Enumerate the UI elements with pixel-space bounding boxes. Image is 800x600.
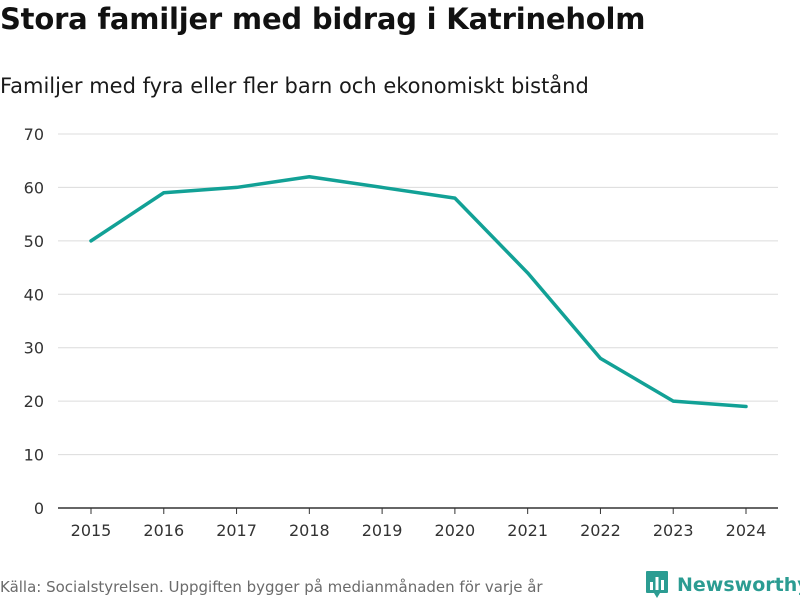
brand: Newsworthy xyxy=(645,570,800,600)
chart-subtitle: Familjer med fyra eller fler barn och ek… xyxy=(0,74,589,98)
y-tick-label: 20 xyxy=(24,392,44,411)
data-point xyxy=(526,271,530,275)
brand-name: Newsworthy xyxy=(677,574,800,596)
data-point xyxy=(744,404,748,408)
y-tick-label: 50 xyxy=(24,232,44,251)
chart-title: Stora familjer med bidrag i Katrineholm xyxy=(0,2,646,36)
x-tick-label: 2020 xyxy=(435,521,476,540)
x-tick-label: 2017 xyxy=(216,521,257,540)
data-point xyxy=(453,196,457,200)
y-tick-label: 70 xyxy=(24,125,44,144)
data-point xyxy=(235,185,239,189)
x-tick-label: 2019 xyxy=(362,521,403,540)
data-point xyxy=(89,239,93,243)
x-tick-label: 2016 xyxy=(143,521,184,540)
y-tick-label: 10 xyxy=(24,446,44,465)
x-tick-label: 2024 xyxy=(726,521,767,540)
x-tick-label: 2018 xyxy=(289,521,330,540)
data-point xyxy=(671,399,675,403)
y-tick-label: 30 xyxy=(24,339,44,358)
data-point xyxy=(307,175,311,179)
y-tick-label: 0 xyxy=(34,499,44,518)
y-tick-label: 40 xyxy=(24,285,44,304)
series-line xyxy=(89,174,748,409)
data-point xyxy=(380,185,384,189)
data-point xyxy=(162,191,166,195)
x-tick-label: 2021 xyxy=(507,521,548,540)
line-chart: 0 10 20 30 40 50 60 70 2015 2016 2017 2018 2019 2020 2… xyxy=(24,125,778,540)
x-tick-label: 2023 xyxy=(653,521,694,540)
y-tick-label: 60 xyxy=(24,178,44,197)
bar-chart-speech-bubble-icon xyxy=(646,571,668,598)
x-tick-label: 2022 xyxy=(580,521,621,540)
source-note: Källa: Socialstyrelsen. Uppgiften bygger… xyxy=(0,578,543,596)
data-point xyxy=(598,356,602,360)
x-tick-label: 2015 xyxy=(71,521,112,540)
